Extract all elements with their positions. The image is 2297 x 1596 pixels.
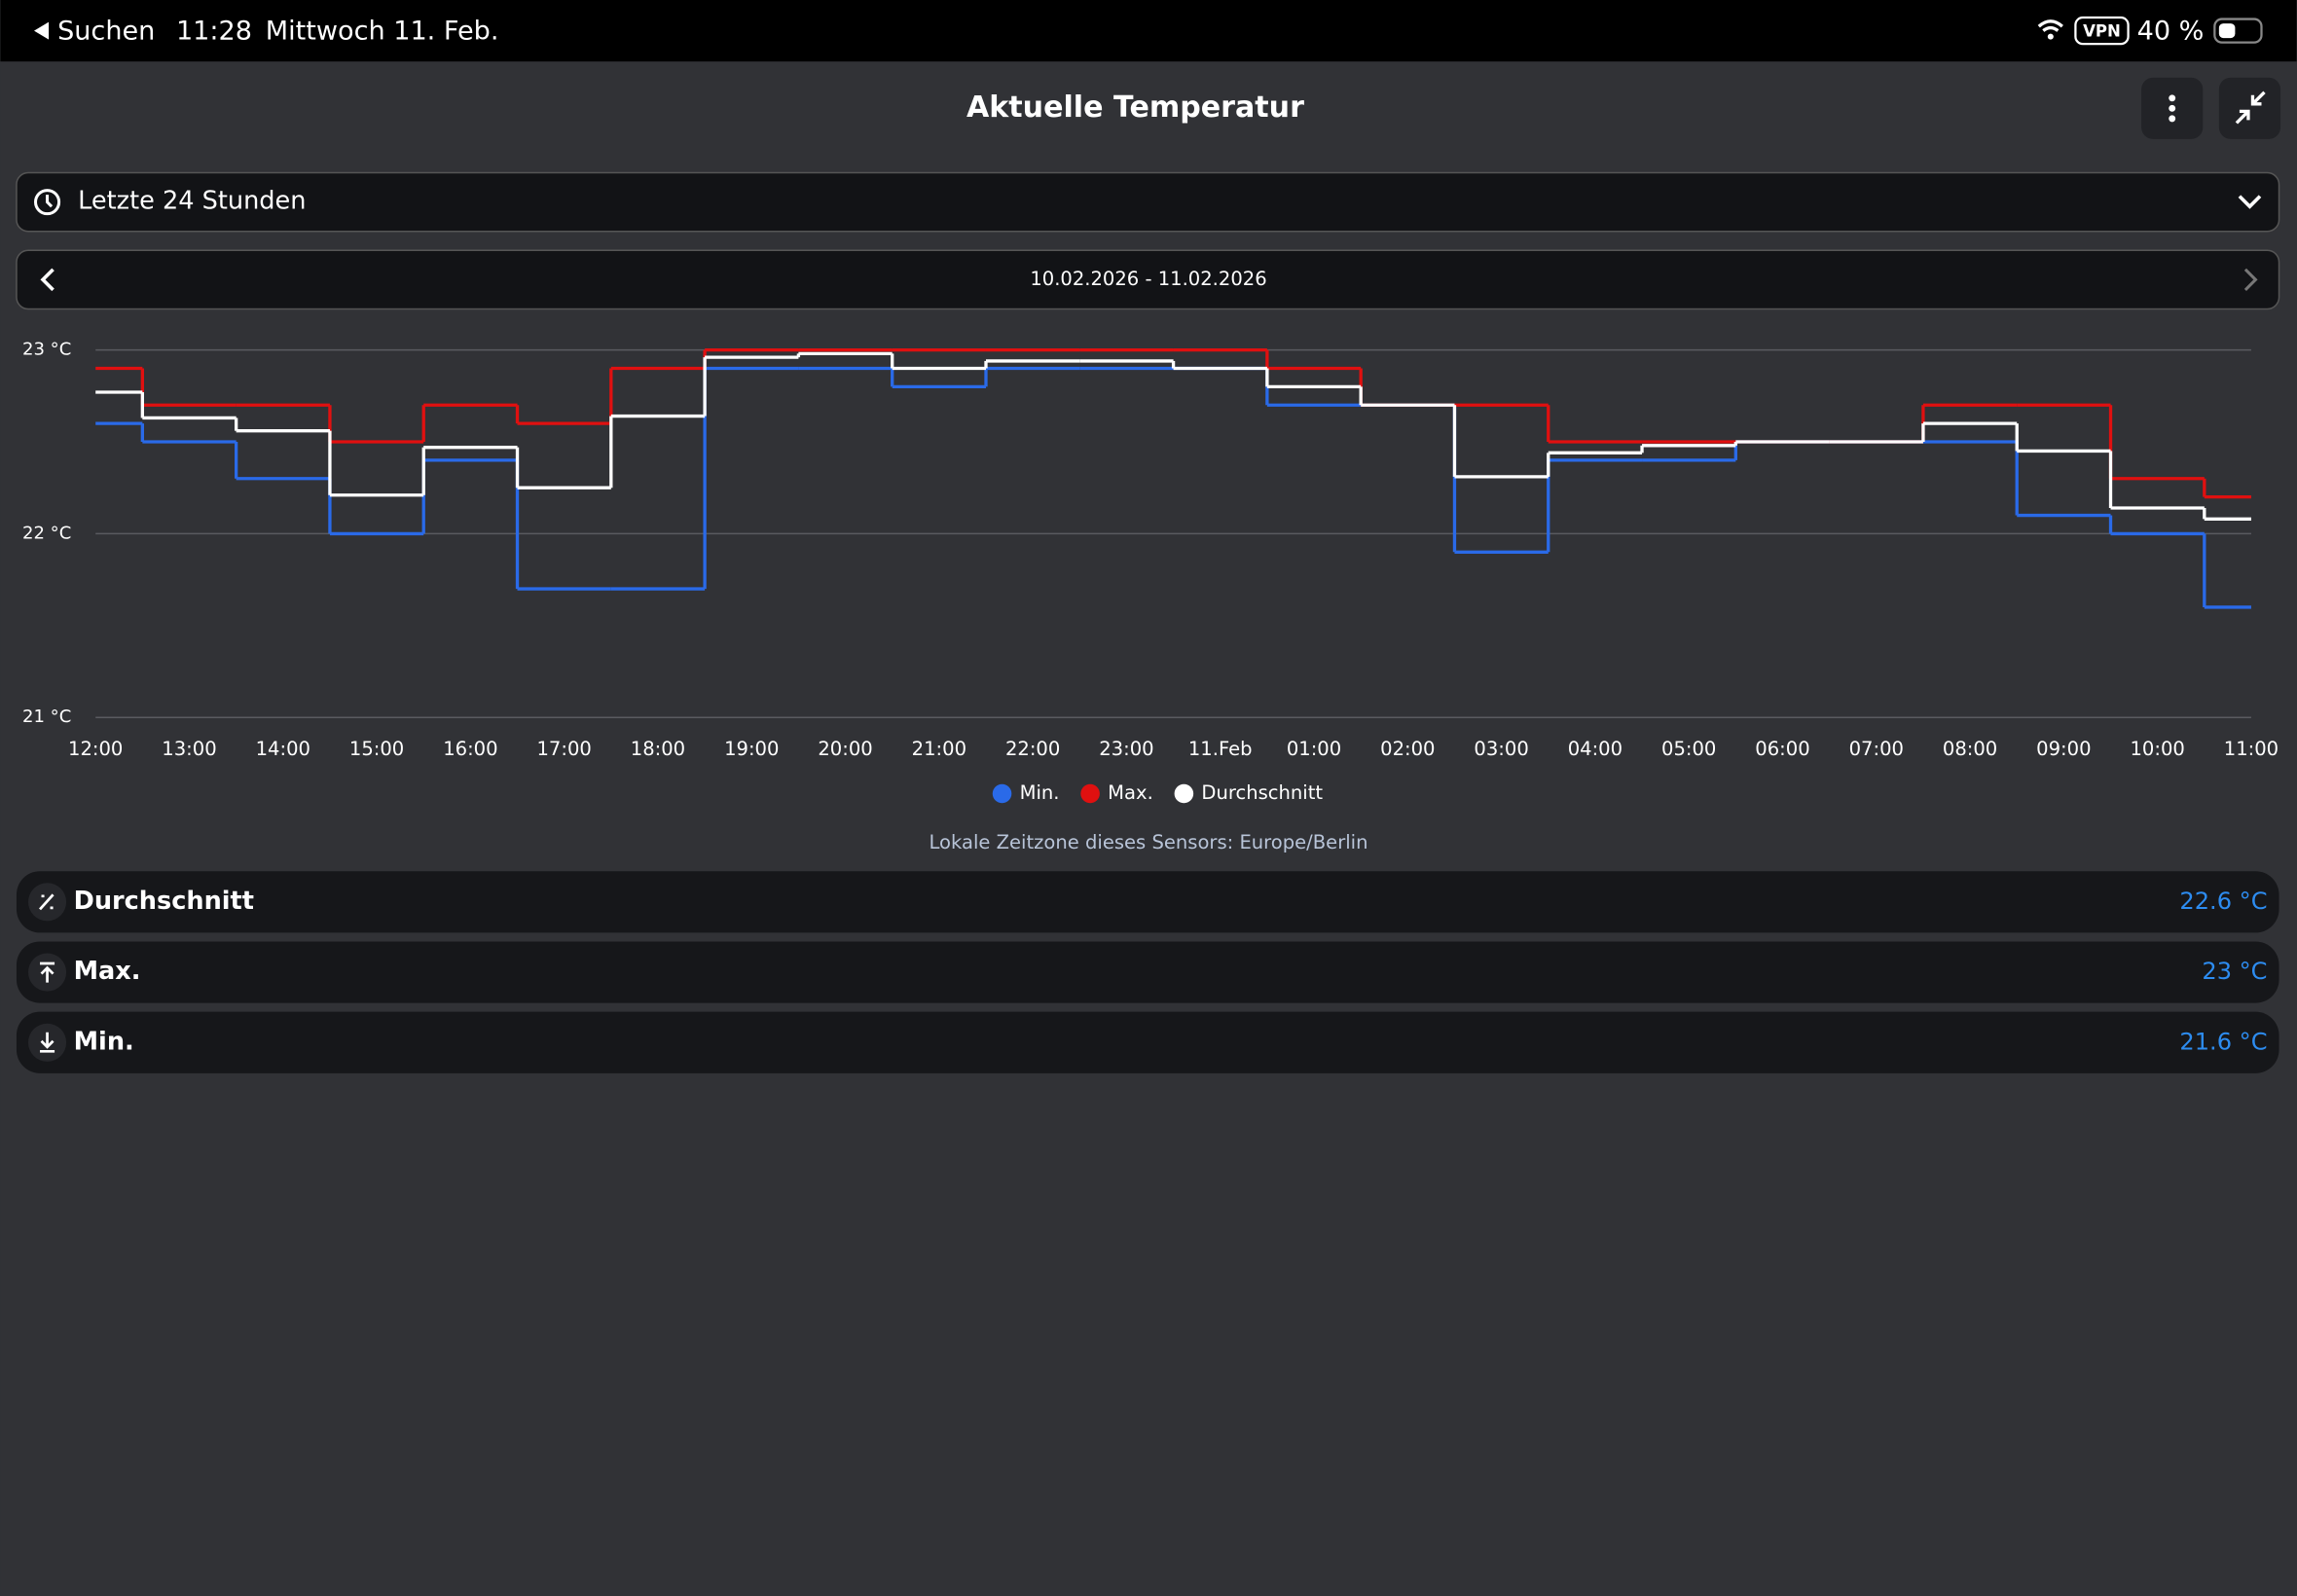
next-button[interactable] [2243,268,2258,291]
stat-label: Durchschnitt [74,887,254,916]
stat-row [16,871,2279,933]
wifi-dot [2047,33,2054,40]
x-tick-label: 13:00 [162,738,216,760]
battery-level [2218,23,2236,39]
x-tick-label: 08:00 [1943,738,1997,760]
back-arrow[interactable] [34,21,50,40]
wifi-icon [2037,19,2063,32]
x-tick-label: 20:00 [818,738,872,760]
x-tick-label: 14:00 [256,738,310,760]
x-tick-label: 15:00 [349,738,404,760]
x-tick-label: 18:00 [631,738,685,760]
x-tick-label: 19:00 [724,738,779,760]
x-tick-label: 06:00 [1755,738,1809,760]
x-tick-label: 23:00 [1099,738,1153,760]
battery-percent: 40 % [2137,17,2205,47]
dropdown-chevron [2238,195,2262,209]
legend-label: Max. [1108,781,1153,804]
vpn-badge [2074,16,2130,46]
legend-swatch [1174,783,1194,804]
date-navigator [16,249,2280,310]
x-tick-label: 21:00 [912,738,966,760]
x-tick-label: 09:00 [2036,738,2091,760]
legend-label: Min. [1020,781,1060,804]
x-tick-label: 02:00 [1380,738,1435,760]
x-tick-label: 11.Feb [1188,738,1253,760]
menu-dot [2169,104,2176,112]
x-tick-label: 07:00 [1849,738,1904,760]
range-select[interactable] [16,171,2280,233]
stat-label: Max. [74,957,141,986]
stat-value: 21.6 °C [2179,1028,2267,1055]
stat-row [16,941,2279,1003]
date-range: 10.02.2026 - 11.02.2026 [1030,268,1266,290]
clock: 11:28 [176,17,252,47]
stat-value: 23 °C [2202,958,2267,985]
menu-dot [2169,94,2176,102]
y-tick-label: 21 °C [22,707,71,727]
x-tick-label: 22:00 [1005,738,1060,760]
chart: 21 °C 22 °C 23 °C 12:00 13:00 14:00 15:00 16:00… [22,340,2279,804]
history-hands [46,195,54,208]
timezone-note: Lokale Zeitzone dieses Sensors: Europe/B… [930,831,1368,853]
history-icon [34,189,61,216]
y-tick-label: 23 °C [22,340,71,360]
range-label: Letzte 24 Stunden [78,187,306,216]
collapse-icon [2235,91,2266,125]
stat-icon [40,961,55,983]
stat-label: Min. [74,1027,134,1056]
x-tick-label: 17:00 [536,738,591,760]
x-tick-label: 05:00 [1661,738,1716,760]
legend-swatch [992,783,1012,804]
battery-outline [2213,18,2263,44]
stat-value: 22.6 °C [2179,888,2267,915]
collapse-button[interactable] [2218,77,2281,139]
menu-dot [2169,115,2176,123]
x-tick-label: 11:00 [2224,738,2279,760]
stats: Durchschnitt 22.6 °C Max. 23 °C Min. 21.6 °C [16,871,2279,1073]
status-bar [0,0,2297,62]
x-tick-label: 04:00 [1568,738,1622,760]
page-title: Aktuelle Temperatur [966,91,1304,125]
x-tick-label: 10:00 [2130,738,2184,760]
prev-button[interactable] [40,268,55,292]
legend-swatch [1080,783,1100,804]
x-tick-label: 03:00 [1474,738,1528,760]
y-tick-label: 22 °C [22,523,71,543]
x-tick-label: 12:00 [68,738,123,760]
date: Mittwoch 11. Feb. [266,17,499,47]
x-tick-label: 01:00 [1287,738,1341,760]
stat-icon [40,1032,55,1053]
vpn-label: VPN [2083,22,2121,41]
back-label[interactable]: Suchen [57,17,155,47]
stat-icon [39,893,55,911]
legend-label: Durchschnitt [1201,781,1323,804]
stat-row [16,1011,2279,1073]
x-tick-label: 16:00 [443,738,497,760]
